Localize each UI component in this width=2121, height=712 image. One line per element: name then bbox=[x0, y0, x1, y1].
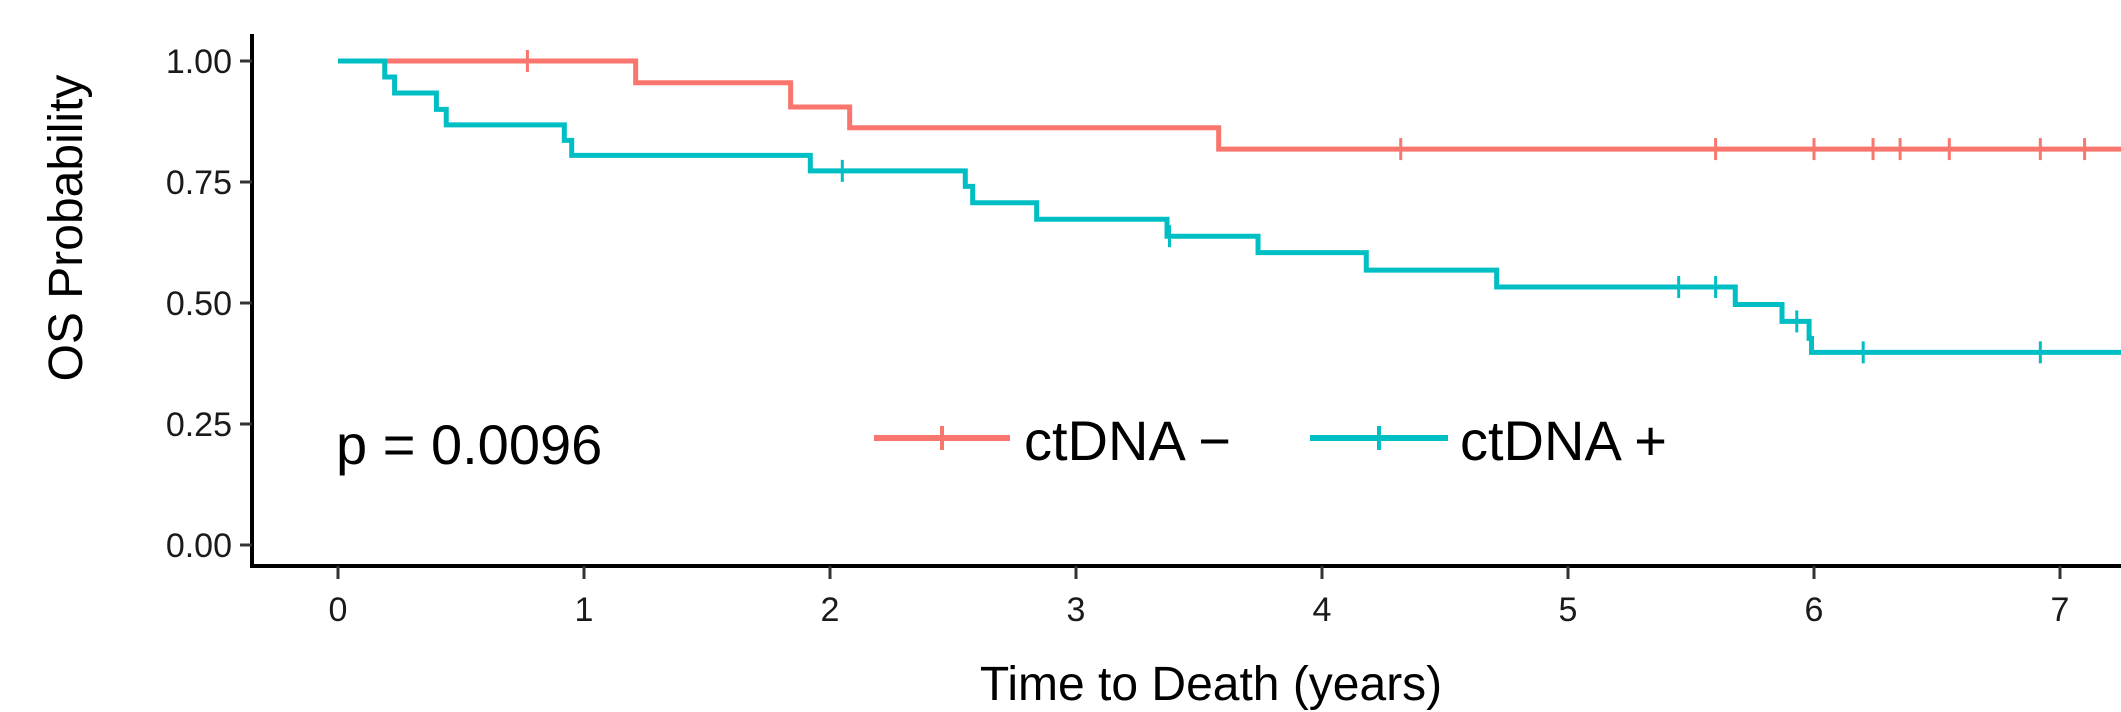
legend-label-ctdna-negative: ctDNA − bbox=[1024, 409, 1231, 472]
y-axis-title: OS Probability bbox=[40, 75, 93, 382]
x-tick-label-2: 2 bbox=[821, 591, 840, 629]
x-tick-label-0: 0 bbox=[329, 591, 348, 629]
legend: ctDNA − ctDNA + bbox=[874, 409, 1667, 472]
x-tick-label-1: 1 bbox=[575, 591, 594, 629]
p-value-annotation: p = 0.0096 bbox=[336, 413, 602, 476]
y-tick-label-1: 0.25 bbox=[166, 406, 232, 444]
y-tick-label-2: 0.50 bbox=[166, 285, 232, 323]
y-tick-label-4: 1.00 bbox=[166, 43, 232, 81]
x-tick-label-7: 7 bbox=[2051, 591, 2070, 629]
x-tick-label-3: 3 bbox=[1067, 591, 1086, 629]
x-tick-label-4: 4 bbox=[1313, 591, 1332, 629]
series-line-0 bbox=[338, 58, 2121, 152]
legend-label-ctdna-positive: ctDNA + bbox=[1460, 409, 1667, 472]
y-tick-label-0: 0.00 bbox=[166, 527, 232, 565]
x-axis-title: Time to Death (years) bbox=[980, 658, 1442, 711]
series-line-1 bbox=[338, 58, 2121, 355]
y-tick-label-3: 0.75 bbox=[166, 164, 232, 202]
plot-area bbox=[338, 50, 2121, 364]
x-tick-label-5: 5 bbox=[1559, 591, 1578, 629]
x-tick-label-6: 6 bbox=[1805, 591, 1824, 629]
axes: 0.00 0.25 0.50 0.75 1.00 0 1 2 3 4 5 6 7 bbox=[166, 34, 2121, 629]
